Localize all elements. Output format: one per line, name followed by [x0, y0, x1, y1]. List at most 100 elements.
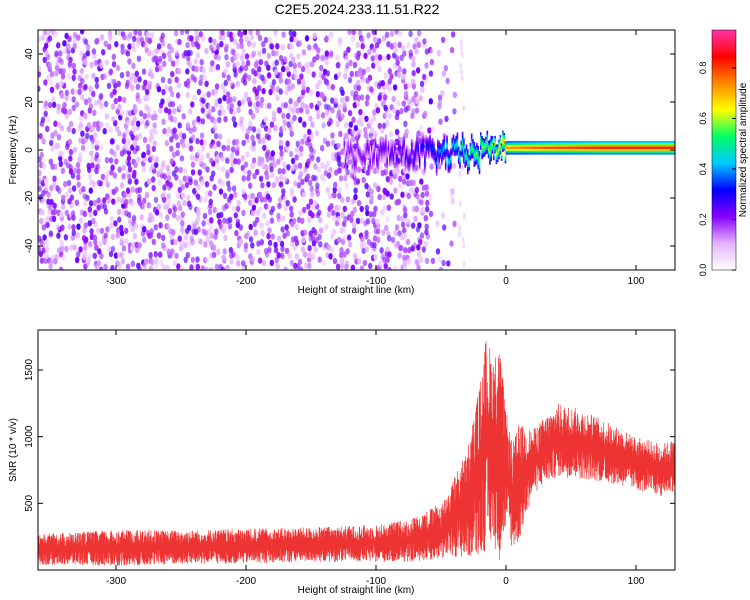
heatmap-cell [580, 140, 582, 144]
heatmap-cell [263, 247, 269, 255]
heatmap-cell [665, 146, 668, 149]
heatmap-cell [120, 43, 125, 50]
heatmap-cell [499, 142, 502, 145]
heatmap-cell [443, 156, 446, 160]
heatmap-cell [93, 132, 98, 139]
heatmap-cell [572, 140, 574, 144]
heatmap-cell [107, 245, 112, 253]
heatmap-cell [545, 142, 547, 145]
heatmap-cell [151, 145, 156, 153]
heatmap-cell [372, 165, 374, 168]
heatmap-cell [413, 163, 416, 166]
heatmap-cell [228, 246, 234, 254]
heatmap-cell [306, 158, 311, 165]
heatmap-cell [561, 144, 564, 147]
heatmap-cell [649, 146, 651, 149]
heatmap-cell [541, 152, 543, 155]
heatmap-cell [437, 163, 442, 170]
heatmap-cell [377, 54, 383, 61]
heatmap-cell [425, 152, 427, 155]
heatmap-cell [477, 165, 479, 168]
heatmap-cell [402, 260, 407, 267]
heatmap-cell [499, 138, 502, 141]
heatmap-cell [317, 233, 322, 241]
heatmap-cell [326, 172, 332, 179]
heatmap-cell [166, 223, 171, 230]
heatmap-cell [398, 150, 400, 153]
heatmap-cell [409, 166, 412, 169]
heatmap-cell [238, 238, 244, 245]
heatmap-cell [607, 150, 609, 153]
heatmap-cell [364, 100, 370, 107]
heatmap-cell [114, 158, 119, 165]
heatmap-cell [313, 175, 318, 182]
heatmap-cell [361, 157, 364, 160]
heatmap-cell [595, 152, 598, 155]
heatmap-cell [169, 115, 174, 123]
heatmap-cell [457, 150, 460, 153]
heatmap-cell [192, 119, 197, 126]
heatmap-cell [147, 178, 152, 185]
heatmap-cell [594, 146, 596, 149]
heatmap-cell [506, 152, 508, 155]
heatmap-cell [489, 155, 491, 158]
heatmap-cell [550, 140, 552, 144]
heatmap-cell [556, 144, 559, 147]
heatmap-cell [459, 160, 461, 163]
heatmap-cell [584, 152, 586, 155]
heatmap-cell [623, 144, 625, 147]
heatmap-cell [192, 125, 197, 133]
heatmap-cell [528, 148, 530, 151]
heatmap-cell [411, 150, 413, 153]
heatmap-cell [612, 150, 615, 153]
heatmap-cell [603, 150, 606, 153]
heatmap-cell [656, 150, 659, 153]
heatmap-cell [552, 148, 555, 151]
heatmap-cell [626, 152, 629, 155]
heatmap-cell [67, 108, 73, 116]
heatmap-cell [429, 136, 431, 139]
heatmap-cell [608, 148, 611, 151]
heatmap-cell [411, 61, 416, 68]
heatmap-cell [654, 140, 656, 144]
heatmap-cell [539, 144, 542, 147]
heatmap-cell [468, 162, 470, 166]
heatmap-cell [584, 146, 586, 149]
heatmap-cell [600, 140, 603, 144]
heatmap-cell [49, 71, 55, 78]
heatmap-cell [368, 144, 370, 147]
heatmap-cell [162, 128, 167, 135]
heatmap-cell [418, 163, 421, 166]
heatmap-cell [529, 150, 531, 153]
heatmap-cell [420, 149, 422, 153]
heatmap-cell [500, 154, 503, 157]
heatmap-cell [467, 156, 469, 159]
heatmap-cell [131, 62, 136, 69]
heatmap-cell [122, 34, 127, 41]
heatmap-cell [481, 139, 483, 142]
heatmap-cell [387, 144, 390, 147]
heatmap-cell [383, 72, 388, 79]
heatmap-cell [306, 61, 311, 68]
heatmap-cell [166, 193, 171, 200]
heatmap-cell [504, 157, 507, 160]
heatmap-cell [529, 144, 531, 147]
heatmap-cell [639, 140, 642, 144]
heatmap-cell [232, 96, 237, 103]
heatmap-cell [405, 162, 408, 165]
heatmap-cell [265, 193, 271, 200]
heatmap-cell [480, 136, 482, 139]
heatmap-cell [470, 152, 473, 155]
heatmap-cell [270, 150, 275, 157]
heatmap-cell [646, 152, 648, 155]
heatmap-cell [38, 85, 41, 92]
heatmap-cell [503, 142, 505, 145]
heatmap-cell [386, 164, 388, 167]
heatmap-cell [248, 223, 253, 231]
heatmap-cell [135, 83, 141, 91]
heatmap-cell [431, 140, 434, 143]
heatmap-cell [367, 48, 372, 56]
heatmap-cell [560, 146, 563, 149]
heatmap-cell [581, 148, 583, 151]
